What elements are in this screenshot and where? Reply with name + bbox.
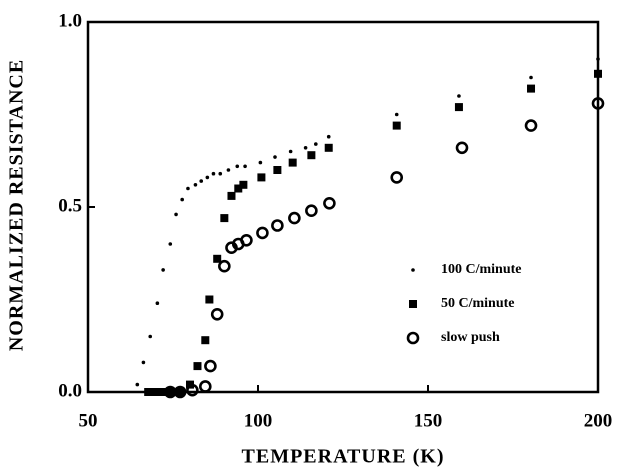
point	[273, 155, 277, 159]
y-tick-label: 0.5	[58, 195, 82, 216]
point	[176, 388, 185, 396]
point	[324, 143, 333, 152]
point	[213, 254, 222, 263]
point	[166, 388, 175, 396]
point	[392, 121, 401, 130]
point	[455, 141, 469, 155]
point	[227, 191, 236, 200]
legend-marker	[406, 331, 420, 345]
point	[273, 166, 282, 174]
point	[524, 119, 538, 132]
point	[288, 158, 297, 167]
point	[326, 134, 331, 139]
point	[529, 75, 533, 80]
legend-label: 100 C/minute	[441, 262, 522, 277]
plot-frame	[86, 20, 600, 394]
y-tick-label: 0.0	[58, 380, 82, 401]
point	[193, 183, 198, 187]
point	[199, 179, 204, 183]
point	[201, 336, 210, 345]
legend-marker	[409, 300, 417, 308]
point	[454, 103, 463, 112]
point	[314, 142, 318, 146]
point	[271, 219, 284, 232]
point	[193, 362, 202, 371]
point	[596, 57, 600, 61]
point	[161, 268, 165, 272]
point	[144, 388, 153, 396]
point	[243, 164, 247, 169]
point	[257, 173, 266, 182]
point	[303, 146, 308, 150]
point	[205, 295, 214, 304]
legend-marker	[411, 268, 415, 272]
point	[218, 259, 231, 273]
x-tick-label: 100	[244, 410, 273, 431]
x-tick-label: 150	[414, 410, 443, 431]
point	[180, 197, 184, 202]
point	[168, 242, 173, 246]
point	[210, 307, 224, 321]
point	[173, 385, 187, 399]
point	[155, 301, 160, 306]
point	[220, 214, 229, 223]
point	[226, 168, 231, 172]
point	[591, 97, 605, 110]
x-tick-label: 200	[584, 410, 613, 431]
point	[307, 151, 316, 160]
point	[148, 334, 153, 339]
point	[256, 226, 269, 240]
point	[258, 160, 263, 165]
point	[151, 388, 160, 396]
point	[174, 212, 178, 217]
legend-label: 50 C/minute	[441, 296, 515, 311]
legend-label: slow push	[441, 330, 500, 345]
point	[457, 94, 461, 98]
x-axis-label: TEMPERATURE (K)	[242, 446, 445, 468]
point	[141, 360, 146, 365]
point	[394, 112, 399, 117]
y-tick-label: 1.0	[58, 10, 82, 31]
point	[218, 171, 223, 176]
point	[390, 171, 404, 184]
x-tick-label: 50	[79, 410, 98, 431]
point	[205, 175, 210, 180]
point	[186, 186, 190, 191]
point	[135, 382, 140, 387]
point	[288, 149, 293, 154]
point	[211, 171, 216, 176]
point	[199, 380, 212, 393]
point	[240, 234, 253, 247]
point	[323, 197, 336, 210]
point	[594, 69, 602, 78]
point	[239, 180, 248, 189]
point	[186, 383, 199, 397]
y-axis-label: NORMALIZED RESISTANCE	[6, 59, 28, 351]
point	[204, 359, 217, 373]
point	[235, 164, 240, 169]
point	[234, 184, 243, 193]
point	[158, 388, 167, 396]
point	[527, 84, 536, 93]
point	[288, 211, 301, 225]
point	[305, 204, 318, 217]
